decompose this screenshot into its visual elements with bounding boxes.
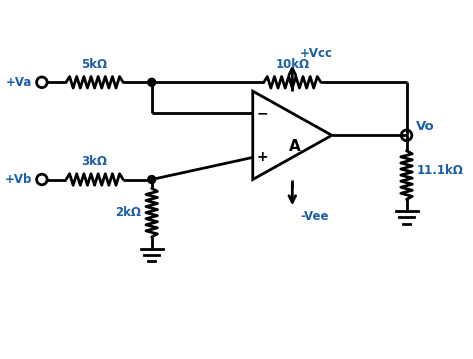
Text: 2kΩ: 2kΩ bbox=[115, 206, 141, 219]
Text: -Vee: -Vee bbox=[300, 210, 329, 223]
Text: 11.1kΩ: 11.1kΩ bbox=[416, 164, 463, 177]
Text: +Vb: +Vb bbox=[5, 173, 32, 186]
Text: Vo: Vo bbox=[416, 120, 435, 133]
Text: +: + bbox=[257, 150, 268, 164]
Circle shape bbox=[148, 176, 156, 183]
Circle shape bbox=[148, 78, 156, 86]
Text: 3kΩ: 3kΩ bbox=[81, 155, 107, 168]
Text: +Va: +Va bbox=[6, 76, 32, 89]
Text: −: − bbox=[257, 106, 268, 120]
Text: 5kΩ: 5kΩ bbox=[81, 58, 108, 71]
Text: +Vcc: +Vcc bbox=[300, 47, 333, 60]
Text: A: A bbox=[289, 139, 300, 154]
Text: 10kΩ: 10kΩ bbox=[275, 58, 309, 71]
